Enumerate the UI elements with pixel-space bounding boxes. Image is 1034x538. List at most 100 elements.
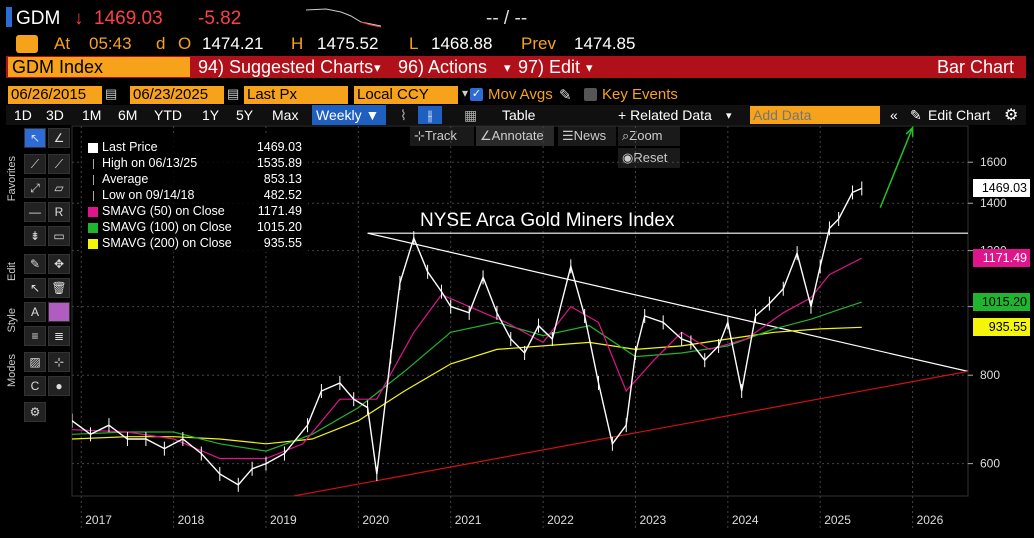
chart-legend: Last Price 1469.03 High on 06/13/25 1535.89… [82, 136, 308, 252]
settings-icon[interactable]: ⚙ [24, 402, 46, 422]
pattern-icon[interactable]: ▨ [24, 352, 46, 372]
key-events-checkbox[interactable] [584, 88, 597, 101]
pen-icon[interactable]: ✎ [24, 254, 46, 274]
series-line-smavg-200- [72, 326, 862, 445]
mov-avgs-label[interactable]: Mov Avgs [488, 86, 553, 103]
actions-menu[interactable]: 96) Actions [398, 57, 488, 77]
table-button[interactable]: Table [502, 107, 536, 123]
legend-value: 1171.49 [257, 204, 302, 218]
line-width-icon[interactable]: ≣ [48, 326, 70, 346]
annotate-label: Annotate [491, 128, 544, 143]
related-data-button[interactable]: + Related Data [618, 107, 712, 123]
pencil-icon[interactable]: ✎ [559, 87, 572, 104]
x-tick-label: 2017 [85, 513, 112, 527]
end-date-input[interactable]: 06/23/2025 [130, 86, 224, 104]
mov-avgs-checkbox[interactable]: ✓ [470, 88, 483, 101]
zoom-button[interactable]: ⌕ Zoom [618, 126, 680, 146]
legend-row[interactable]: SMAVG (100) on Close 1015.20 [86, 220, 304, 236]
chevron-down-icon[interactable]: ▾ [462, 86, 469, 100]
fib-icon[interactable]: ▱ [48, 178, 70, 198]
calendar-icon[interactable]: ▤ [105, 86, 118, 101]
magnet-icon[interactable]: C [24, 376, 46, 396]
view-label[interactable]: Bar Chart [936, 57, 1014, 77]
plot-frame [71, 125, 969, 497]
trendline-icon[interactable]: ⟋ [24, 154, 46, 174]
field-select[interactable]: Last Px [244, 86, 348, 104]
period-6m[interactable]: 6M [118, 107, 138, 123]
legend-swatch [93, 159, 94, 169]
chart-title: NYSE Arca Gold Miners Index [420, 210, 675, 231]
reset-button[interactable]: ◉ Reset [618, 148, 680, 168]
trash-icon[interactable]: 🗑 [48, 278, 70, 298]
hline-icon[interactable]: — [24, 202, 46, 222]
bar-chart-icon[interactable]: ⫲ [418, 106, 442, 124]
legend-swatch [88, 207, 98, 217]
ticker[interactable]: GDM [16, 8, 61, 29]
pencil-icon[interactable]: ✎ [910, 107, 922, 123]
currency-select[interactable]: Local CCY [354, 86, 458, 104]
high-value: 1475.52 [317, 34, 379, 53]
clock-icon[interactable] [16, 35, 38, 53]
suggested-charts-menu[interactable]: 94) Suggested Charts [198, 57, 374, 77]
down-arrow-icon: ↓ [74, 8, 84, 29]
legend-row[interactable]: Average 853.13 [86, 172, 304, 188]
track-button[interactable]: ⊹ Track [410, 126, 474, 146]
price-badges: 1469.03 1171.49 1015.20 935.55 [970, 0, 1030, 538]
period-1m[interactable]: 1M [82, 107, 102, 123]
channel-icon[interactable]: ⤢ [24, 178, 46, 198]
calendar-icon[interactable]: ▤ [227, 86, 240, 101]
period-5y[interactable]: 5Y [236, 107, 254, 123]
key-events-label[interactable]: Key Events [602, 86, 678, 103]
period-max[interactable]: Max [272, 107, 299, 123]
legend-row[interactable]: Last Price 1469.03 [86, 140, 304, 156]
frequency-label: Weekly [316, 107, 362, 123]
period-toolbar: 1D 3D 1M 6M YTD 1Y 5Y Max Weekly ▼ ⌇ ⫲ ▦… [6, 105, 1026, 125]
period-1y[interactable]: 1Y [202, 107, 220, 123]
period-3d[interactable]: 3D [46, 107, 64, 123]
font-icon[interactable]: A [24, 302, 46, 322]
line-tool-icon[interactable]: ∠ [48, 128, 70, 148]
y-tick-label: 1600 [980, 155, 1007, 169]
edit-chart-button[interactable]: Edit Chart [928, 107, 991, 123]
edit-menu[interactable]: 97) Edit [518, 57, 581, 77]
rect-icon[interactable]: ▭ [48, 226, 70, 246]
line-style-icon[interactable]: ≡ [24, 326, 46, 346]
x-axis-ticks: 2017 2018 2019 2020 2021 2022 2023 2024 2025 2026 [85, 513, 943, 527]
prev-value: 1474.85 [574, 34, 636, 53]
cursor-icon[interactable]: ↖ [24, 128, 46, 148]
period-ytd[interactable]: YTD [154, 107, 182, 123]
line-chart-icon[interactable]: ⌇ [400, 107, 407, 123]
measure-icon[interactable]: ⇟ [24, 226, 46, 246]
period-1d[interactable]: 1D [14, 107, 32, 123]
add-data-input[interactable] [750, 106, 880, 124]
start-date-input[interactable]: 06/26/2015 [8, 86, 102, 104]
ray-icon[interactable]: ⟋ [48, 154, 70, 174]
news-label: News [573, 128, 607, 143]
x-tick-label: 2022 [547, 513, 574, 527]
text-tool-icon[interactable]: R [48, 202, 70, 222]
collapse-icon[interactable]: « [890, 107, 898, 123]
security-field[interactable]: GDM Index [8, 57, 190, 77]
palette-icon[interactable]: ● [48, 376, 70, 396]
low-label: L [409, 34, 419, 53]
chevron-down-icon: ▾ [586, 60, 593, 75]
table-icon[interactable]: ▦ [464, 107, 478, 123]
legend-row[interactable]: High on 06/13/25 1535.89 [86, 156, 304, 172]
color-swatch-icon[interactable] [48, 302, 70, 322]
snap-icon[interactable]: ⊹ [48, 352, 70, 372]
select-icon[interactable]: ↖ [24, 278, 46, 298]
track-label: Track [424, 128, 457, 143]
open-value: 1474.21 [202, 34, 264, 53]
move-icon[interactable]: ✥ [48, 254, 70, 274]
legend-row[interactable]: SMAVG (200) on Close 935.55 [86, 236, 304, 252]
y-tick-label: 600 [980, 457, 1000, 471]
legend-label: Low on 09/14/18 [102, 188, 195, 202]
legend-row[interactable]: SMAVG (50) on Close 1171.49 [86, 204, 304, 220]
price-badge: 1171.49 [973, 248, 1030, 267]
gear-icon[interactable]: ⚙ [1004, 107, 1019, 124]
news-button[interactable]: ☰ News [558, 126, 616, 146]
legend-row[interactable]: Low on 09/14/18 482.52 [86, 188, 304, 204]
frequency-select[interactable]: Weekly ▼ [312, 105, 386, 125]
annotate-button[interactable]: ∠ Annotate [476, 126, 554, 146]
